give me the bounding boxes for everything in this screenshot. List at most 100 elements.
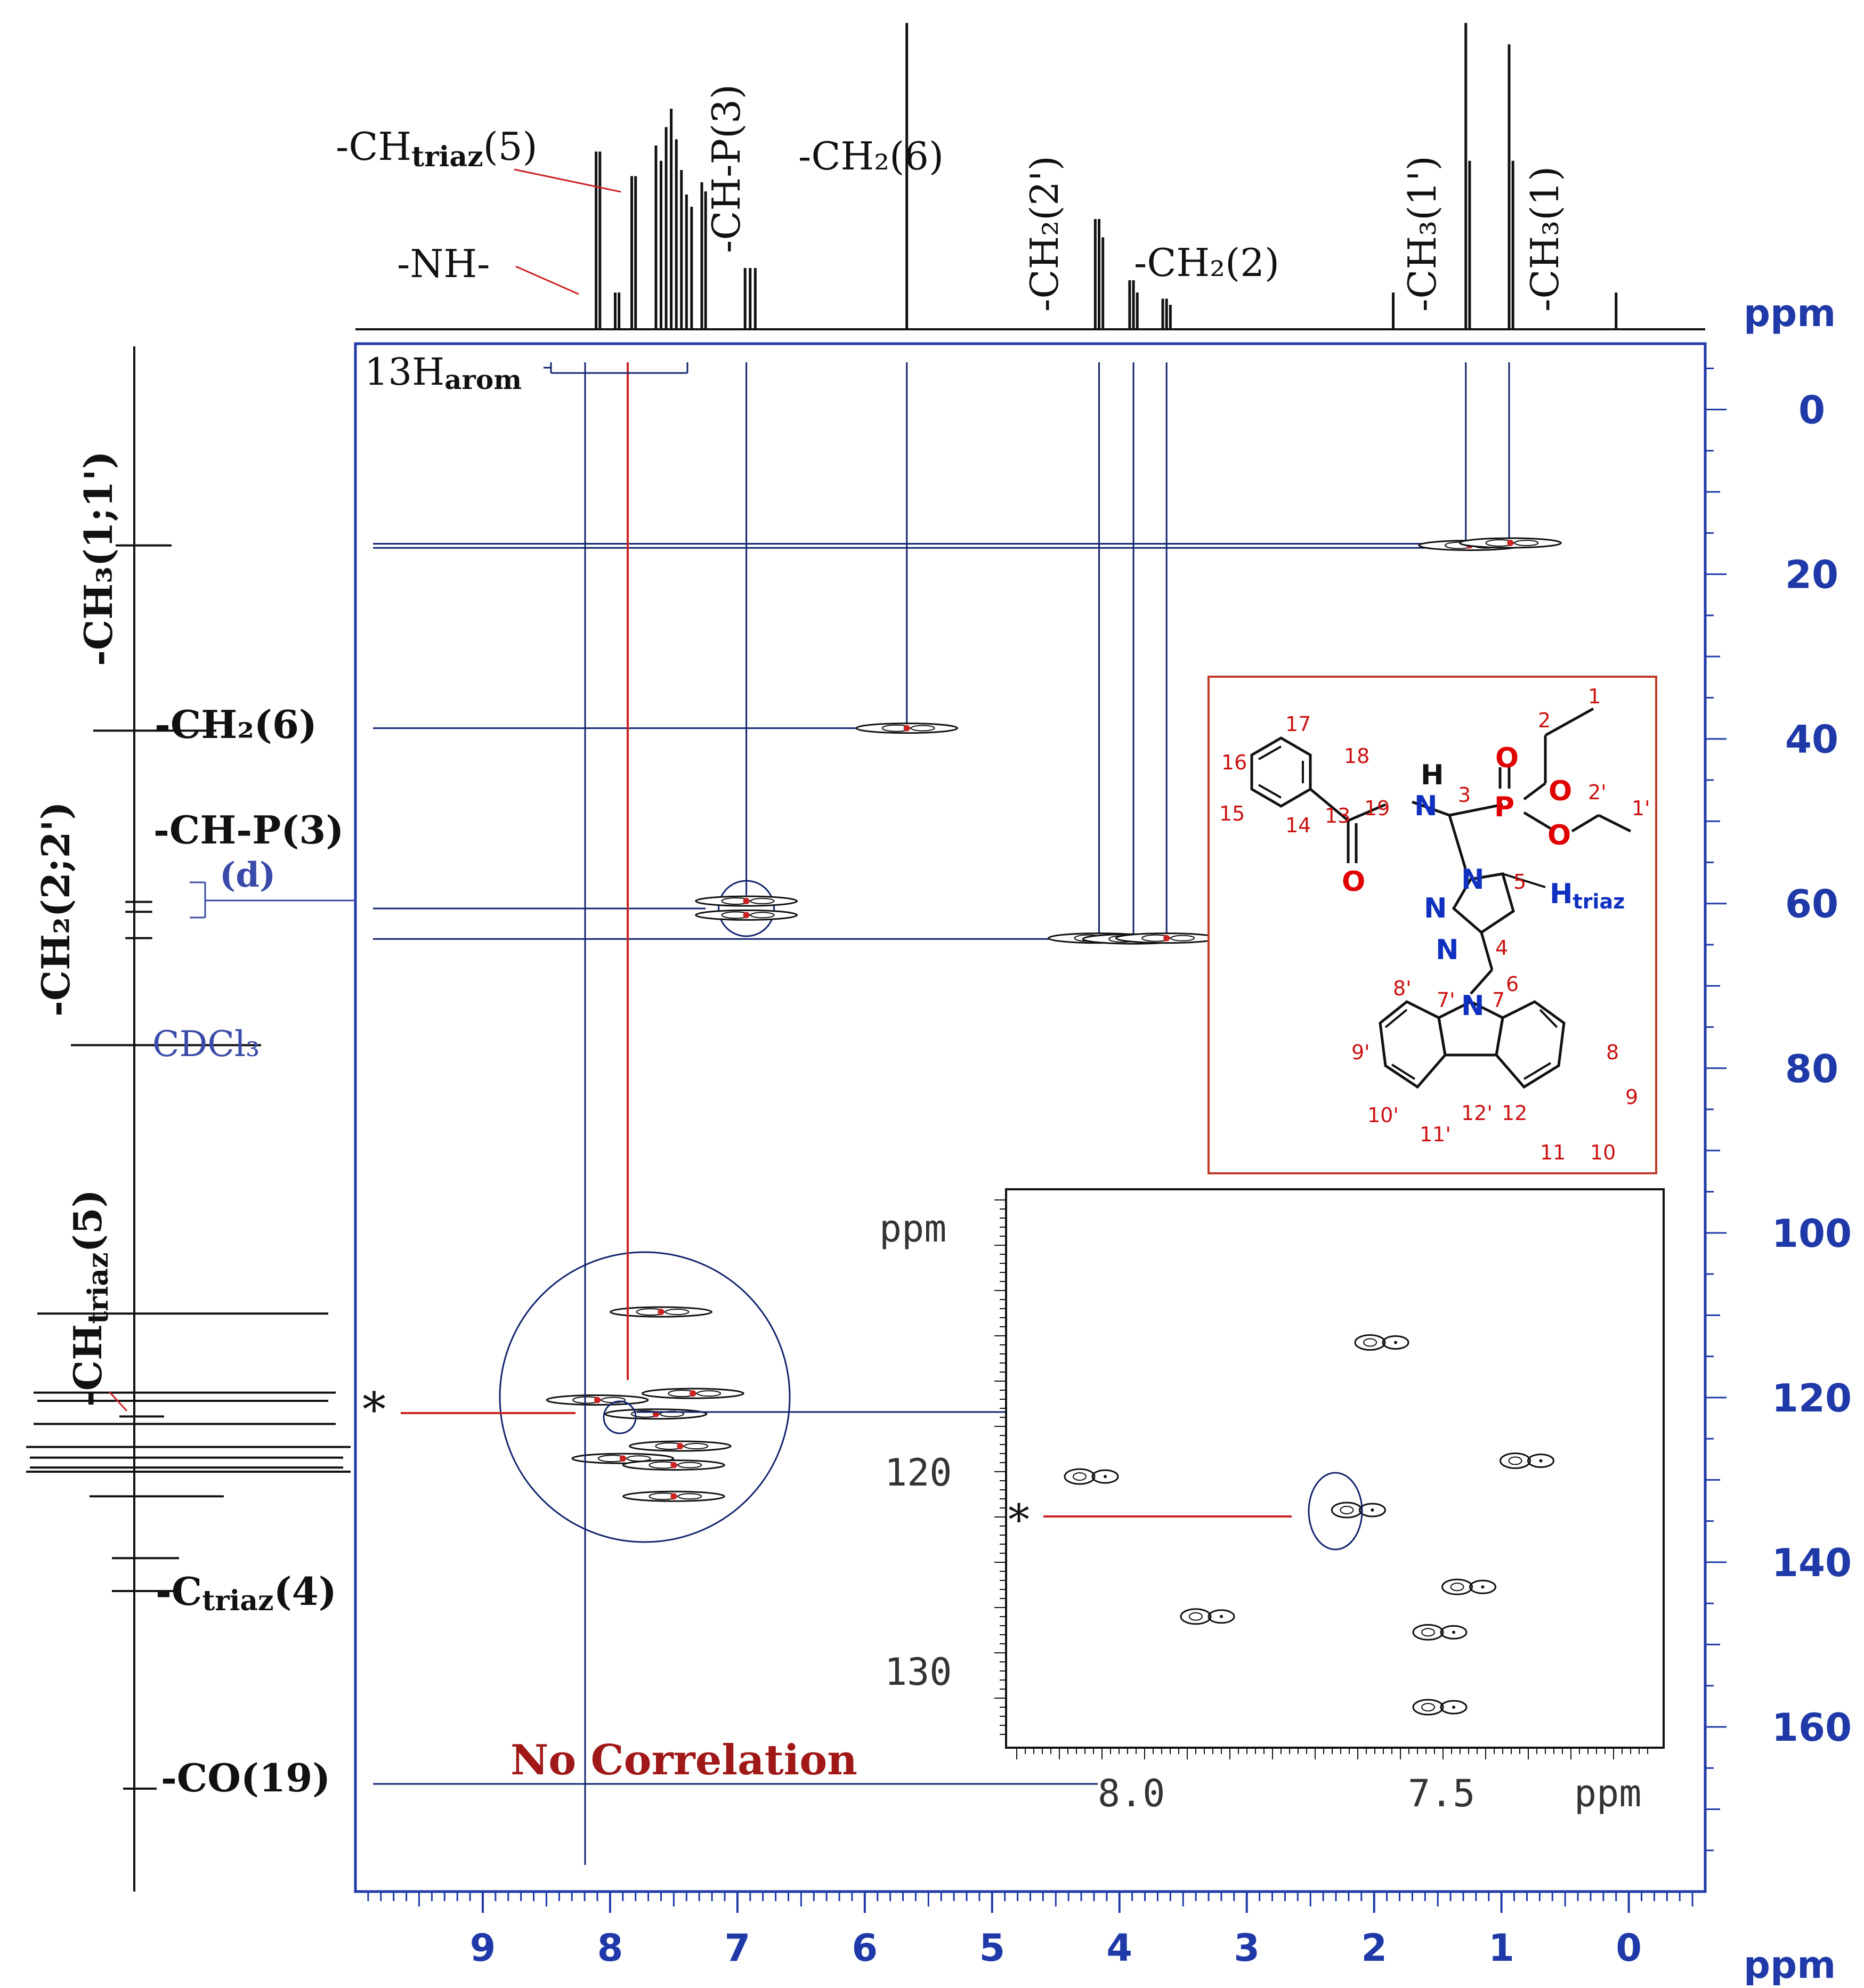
svg-text:N: N [1461, 864, 1485, 896]
cross-peak-14 [622, 1459, 725, 1471]
cross-peak-8 [610, 1306, 713, 1318]
svg-text:11': 11' [1420, 1123, 1451, 1146]
x-tick-label-1: 1 [1488, 1926, 1514, 1970]
svg-text:N: N [1414, 790, 1438, 822]
svg-text:12': 12' [1461, 1101, 1493, 1125]
svg-text:2': 2' [1588, 781, 1607, 804]
svg-text:19: 19 [1364, 797, 1390, 820]
ch2-22-left-label: -CH₂(2;2') [33, 801, 78, 1017]
d-bracket [190, 881, 356, 919]
svg-text:3: 3 [1458, 783, 1471, 807]
svg-text:1': 1' [1632, 797, 1650, 820]
cross-peak-15 [622, 1490, 725, 1502]
x-axis [355, 1890, 1705, 1913]
svg-text:O: O [1342, 866, 1365, 898]
ch-triaz5-pointer [514, 168, 621, 193]
inset-x-tick-75: 7.5 [1408, 1772, 1475, 1815]
svg-text:10: 10 [1590, 1141, 1616, 1164]
svg-text:6: 6 [1506, 972, 1519, 996]
triaz-small-circle [603, 1400, 637, 1434]
inset-x-tick-8: 8.0 [1098, 1772, 1165, 1815]
cross-peaks [546, 537, 1562, 1502]
x-tick-label-3: 3 [1234, 1926, 1260, 1970]
inset-peak-7 [1412, 1699, 1468, 1716]
svg-text:7: 7 [1492, 988, 1505, 1012]
svg-text:N: N [1436, 934, 1459, 966]
x-tick-label-6: 6 [852, 1926, 878, 1970]
svg-text:16: 16 [1221, 751, 1247, 774]
x-tick-label-9: 9 [470, 1926, 496, 1970]
svg-text:18: 18 [1344, 744, 1369, 768]
inset-box [1005, 1188, 1665, 1749]
x-tick-labels: 9 8 7 6 5 4 3 2 1 0 [470, 1926, 1642, 1970]
y-tick-label-140: 140 [1772, 1540, 1852, 1585]
no-correlation-label: No Correlation [510, 1736, 857, 1784]
h1-projection [355, 23, 1705, 330]
cross-peak-3 [695, 895, 798, 907]
nh-pointer [515, 265, 579, 295]
cross-peak-4 [695, 909, 798, 921]
y-tick-label-20: 20 [1785, 553, 1838, 597]
ch-p3-circle [718, 880, 775, 937]
inset-y-tick-130: 130 [885, 1650, 952, 1694]
inset-x-label: ppm [1574, 1772, 1641, 1815]
c13-projection [26, 346, 351, 1892]
h13-arom-label: 13Harom [364, 350, 522, 395]
h13-arom-bracket [544, 362, 688, 374]
x-tick-label-7: 7 [725, 1926, 751, 1970]
y-tick-label-80: 80 [1785, 1046, 1838, 1091]
svg-text:8': 8' [1393, 977, 1412, 1000]
ch-triaz5-top-label: -CHtriaz(5) [336, 124, 538, 173]
cross-peak-12 [628, 1440, 732, 1452]
ch2-6-left-label: -CH₂(6) [155, 702, 317, 747]
x-tick-label-5: 5 [979, 1926, 1005, 1970]
inset-peak-2 [1064, 1468, 1119, 1485]
inset-peak-3 [1331, 1502, 1386, 1519]
inset-peak-1 [1500, 1453, 1554, 1469]
aromatic-region-circle [499, 1251, 791, 1543]
y-axis [1704, 344, 1727, 1892]
svg-text:12: 12 [1502, 1101, 1527, 1125]
ch2-2p-top-label: -CH₂(2') [1022, 156, 1067, 312]
svg-text:O: O [1495, 742, 1519, 774]
svg-text:13: 13 [1325, 804, 1350, 827]
ch-p3-top-label: -CH-P(3) [704, 84, 749, 253]
molecule-structure: H N O P O O O N N N N Htriaz 1 2 2' 1' 1… [1207, 676, 1657, 1174]
inset-peak-4 [1441, 1578, 1496, 1595]
nh-top-label: -NH- [397, 241, 490, 286]
svg-text:9': 9' [1351, 1041, 1370, 1064]
svg-text:15: 15 [1219, 802, 1245, 825]
y-tick-label-40: 40 [1785, 717, 1838, 762]
cross-peak-2 [855, 723, 959, 734]
x-tick-label-8: 8 [597, 1926, 623, 1970]
h-triaz-mol-label: Htriaz [1550, 878, 1625, 913]
cross-peak-11 [604, 1408, 708, 1420]
ch-p3-left-label: -CH-P(3) [153, 807, 344, 853]
x-tick-label-4: 4 [1106, 1926, 1132, 1970]
inset-peak-5 [1180, 1608, 1235, 1625]
inset-triaz-circle [1308, 1472, 1363, 1551]
triaz-left-pointer [108, 1391, 128, 1412]
ch-triaz5-left-label: -CHtriaz(5) [65, 1189, 115, 1407]
y-tick-labels: 0 20 40 60 80 100 120 140 160 [1772, 388, 1852, 1750]
ch3-1p-top-label: -CH₃(1') [1400, 156, 1445, 312]
y-tick-label-160: 160 [1772, 1705, 1852, 1750]
svg-text:N: N [1461, 990, 1485, 1022]
asterisk-main: * [362, 1382, 386, 1437]
svg-text:H: H [1421, 759, 1444, 791]
svg-text:5: 5 [1513, 870, 1526, 894]
svg-text:8: 8 [1606, 1041, 1619, 1064]
ch3-1-top-label: -CH₃(1) [1522, 166, 1567, 312]
svg-text:4: 4 [1495, 936, 1508, 960]
y-tick-label-120: 120 [1772, 1376, 1852, 1421]
svg-text:9: 9 [1625, 1085, 1638, 1109]
cross-peak-7 [1115, 932, 1218, 944]
ch3-11-left-label: -CH₃(1;1') [76, 451, 121, 666]
inset-y-label: ppm [879, 1207, 946, 1251]
inset-peak-0 [1354, 1334, 1409, 1351]
cross-peak-9 [641, 1387, 744, 1399]
inset-ticks [994, 1199, 1648, 1759]
zoom-inset: ppm 120 130 8.0 7.5 ppm * [879, 1188, 1665, 1815]
